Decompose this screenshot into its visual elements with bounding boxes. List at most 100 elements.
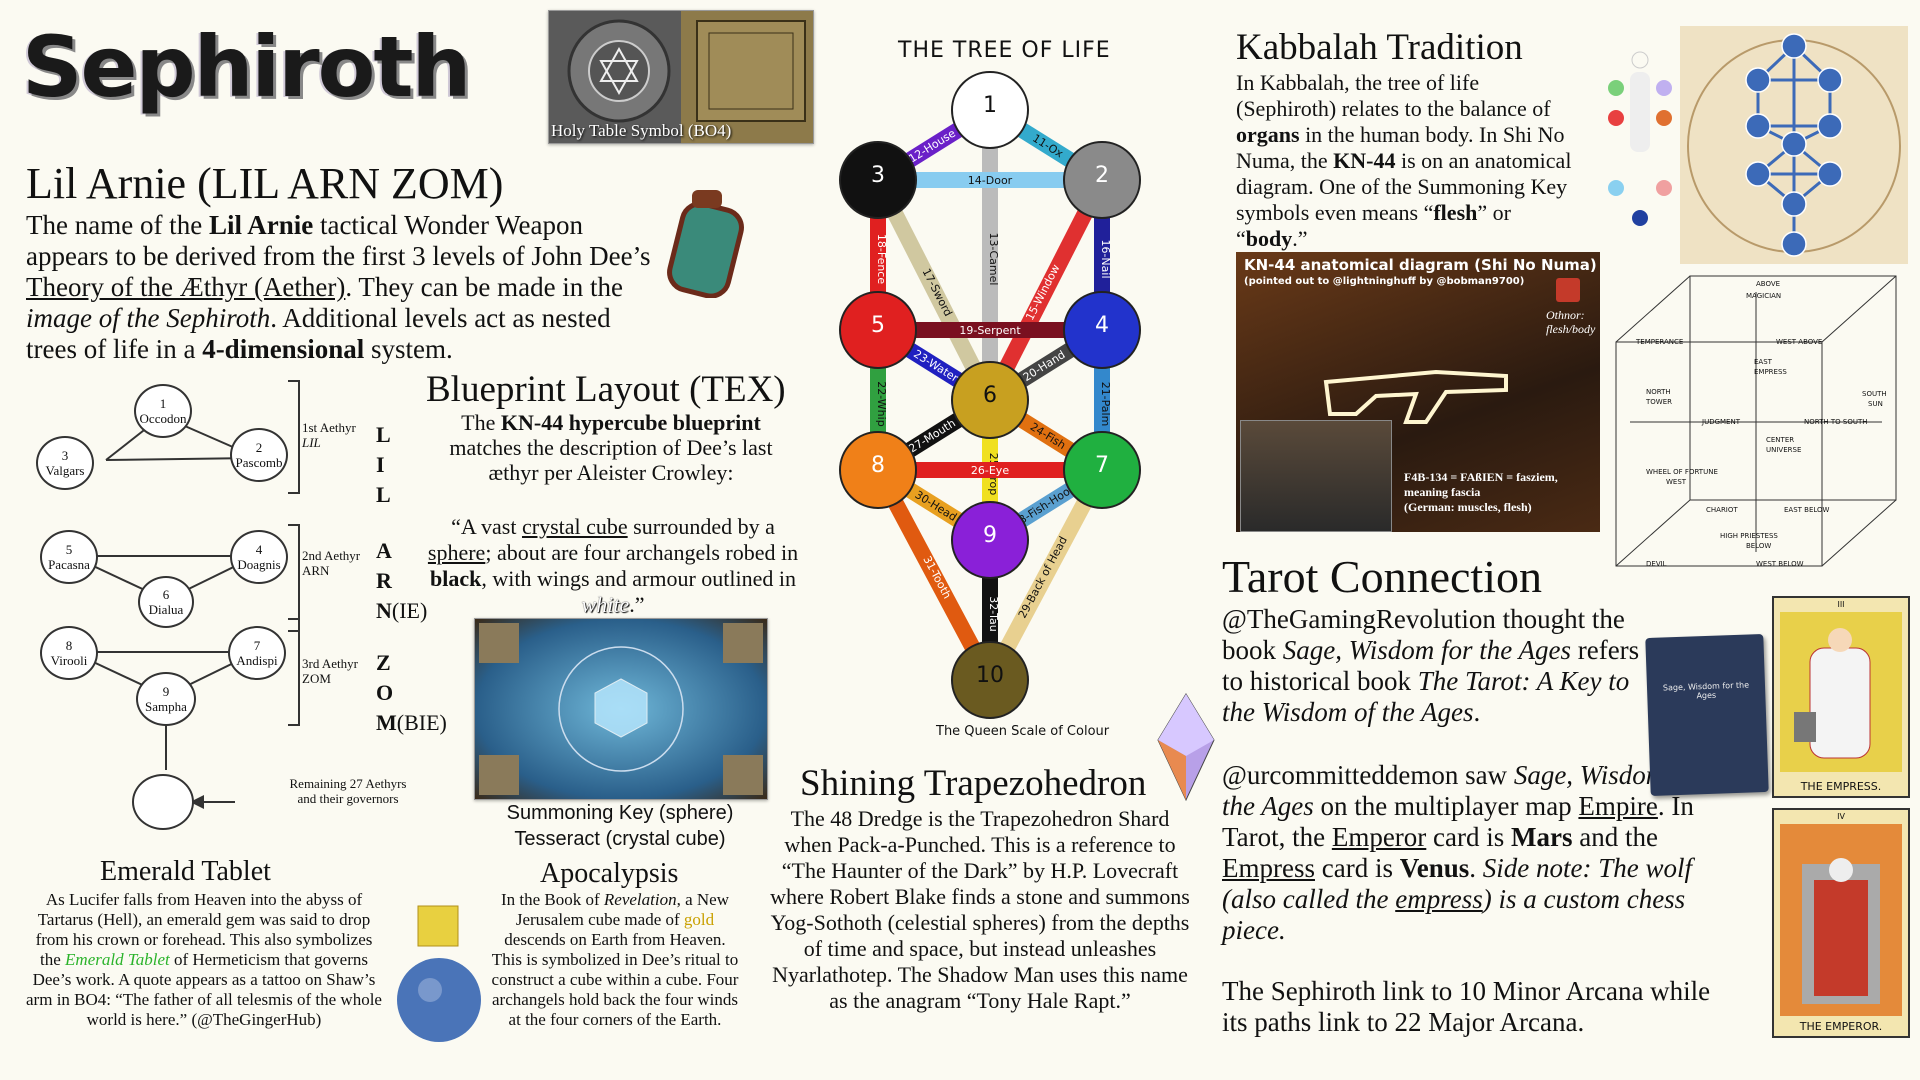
cube-label-high-priestess: HIGH PRIESTESS (1720, 532, 1778, 540)
emperor-figure-icon (1780, 824, 1902, 1016)
cube-label-sun: SUN (1868, 400, 1883, 408)
tree-path-label-12: 12-House (906, 127, 958, 166)
aethyr-circle-1: 1 Occodon (134, 384, 192, 438)
tree-path-label-20: 20-Hand (1021, 348, 1068, 384)
blueprint-caption: Summoning Key (sphere) Tesseract (crystal… (506, 802, 734, 850)
emerald-text: As Lucifer falls from Heaven into the ab… (26, 890, 382, 1029)
lil-arnie-weapon-image (666, 188, 748, 299)
cube-label-tower: TOWER (1646, 398, 1672, 406)
cube-label-wheel: WHEEL OF FORTUNE (1646, 468, 1718, 476)
sephirah-node-9 (951, 501, 1029, 579)
blueprint-quote: “A vast crystal cube surrounded by a sph… (427, 514, 799, 617)
cube-label-temperance: TEMPERANCE (1636, 338, 1684, 346)
sephirah-number-2: 2 (1095, 163, 1109, 188)
tree-path-15 (982, 176, 1110, 404)
sephirah-number-10: 10 (976, 663, 1004, 688)
vitruvian-node (1781, 191, 1807, 217)
cube-label-west-below: WEST BELOW (1756, 560, 1804, 568)
aethyr-level-3: 3rd Aethyr ZOM (302, 656, 358, 686)
tree-path-17 (870, 176, 998, 404)
tarot-text-1: @TheGamingRevolution thought the book Sa… (1222, 604, 1640, 727)
sephirah-node-3 (839, 141, 917, 219)
sephirah-number-3: 3 (871, 163, 885, 188)
cube-label-center: CENTER (1766, 436, 1795, 444)
tree-caption: The Queen Scale of Colour (936, 724, 1110, 739)
sephirah-number-7: 7 (1095, 453, 1109, 478)
aethyr-circle-8: 8 Virooli (40, 626, 98, 680)
cube-label-chariot: CHARIOT (1706, 506, 1738, 514)
kabbalah-text: In Kabbalah, the tree of life (Sephiroth… (1236, 70, 1572, 251)
vitruvian-node (1817, 161, 1843, 187)
blueprint-image (474, 618, 768, 800)
tarot-text-2: @urcommitteddemon saw Sage, Wisdom for t… (1222, 760, 1704, 945)
holy-table-image: Holy Table Symbol (BO4) (548, 10, 814, 144)
trapezohedron-heading: Shining Trapezohedron (800, 763, 1147, 804)
cube-label-north: NORTH (1646, 388, 1671, 396)
empress-figure-icon (1780, 612, 1902, 772)
tree-of-life-diagram: 11-Ox 12-House 13-Camel 14-Door 15-Window 16-… (820, 60, 1160, 740)
cube-label-empress: EMPRESS (1754, 368, 1787, 376)
tarot-cube-diagram: ABOVE MAGICIAN TEMPERANCE WEST ABOVE EAS… (1606, 272, 1906, 578)
sephirah-node-2 (1063, 141, 1141, 219)
sephirah-number-5: 5 (871, 313, 885, 338)
crystal-cube-icon (479, 623, 763, 795)
tree-path-label-32: 32-Tau (987, 596, 1000, 632)
apocalypsis-text: In the Book of Revelation, a New Jerusal… (491, 890, 739, 1029)
tree-path-label-14: 14-Door (968, 174, 1013, 187)
trapezohedron-text: The 48 Dredge is the Trapezohedron Shard… (770, 806, 1190, 1013)
aethyr-circle-3: 3 Valgars (36, 436, 94, 490)
sephirah-number-9: 9 (983, 523, 997, 548)
apocalypsis-heading: Apocalypsis (540, 858, 679, 889)
sephirah-node-1 (951, 71, 1029, 149)
tree-path-label-19: 19-Serpent (959, 324, 1021, 337)
sephirah-number-8: 8 (871, 453, 885, 478)
aethyr-diagram: 1 Occodon 2 Pascomb 3 Valgars 4 Doagnis 5 Pac… (30, 380, 450, 840)
cube-label-east-below: EAST BELOW (1784, 506, 1830, 514)
vitruvian-node (1781, 131, 1807, 157)
chakra-body-image (1600, 48, 1680, 238)
bracket-1 (288, 380, 300, 494)
aethyr-circle-4: 4 Doagnis (230, 530, 288, 584)
blueprint-text: The KN-44 hypercube blueprint matches th… (449, 410, 773, 485)
tree-path-31 (870, 466, 998, 684)
bracket-3 (288, 618, 300, 726)
tree-path-label-22: 22-Whip (875, 381, 888, 426)
empress-card: III THE EMPRESS. (1772, 596, 1910, 798)
aethyr-circle-2: 2 Pascomb (230, 428, 288, 482)
tree-path-label-26: 26-Eye (971, 464, 1009, 477)
cube-label-east: EAST (1754, 358, 1772, 366)
tarot-heading: Tarot Connection (1222, 551, 1542, 602)
vitruvian-node (1781, 231, 1807, 257)
tree-path-label-27: 27-Mouth (906, 417, 957, 456)
tree-path-label-13: 13-Camel (987, 233, 1000, 286)
sephirah-node-5 (839, 291, 917, 369)
cube-label-west-above: WEST ABOVE (1776, 338, 1823, 346)
vitruvian-node (1817, 113, 1843, 139)
sage-book-title: Sage, Wisdom for the Ages (1662, 680, 1750, 701)
cube-label-judgment: JUDGMENT (1702, 418, 1740, 426)
holy-table-symbol-icon (567, 19, 806, 123)
summoning-symbol-icon (1556, 278, 1580, 302)
page-title: Sephiroth (22, 18, 471, 116)
kn44-rifle-icon (1323, 369, 1508, 424)
kn44-inset-image (1240, 420, 1392, 532)
aethyr-circle-6: 6 Dialua (138, 576, 194, 628)
tree-path-label-16: 16-Nail (1099, 239, 1112, 278)
lil-arnie-text: The name of the Lil Arnie tactical Wonde… (26, 210, 651, 364)
tree-path-label-30: 30-Head (913, 488, 960, 524)
empress-card-number: III (1837, 600, 1845, 609)
cube-label-west: WEST (1666, 478, 1687, 486)
vitruvian-node (1745, 161, 1771, 187)
sage-book-image: Sage, Wisdom for the Ages (1645, 633, 1769, 797)
cube-label-north-to-south: NORTH TO SOUTH (1804, 418, 1868, 426)
vitruvian-node (1745, 67, 1771, 93)
cube-label-below: BELOW (1746, 542, 1772, 550)
vitruvian-node (1781, 33, 1807, 59)
lil-arnie-heading: Lil Arnie (LIL ARN ZOM) (26, 159, 504, 208)
aethyr-circle-5: 5 Pacasna (40, 530, 98, 584)
emerald-heading: Emerald Tablet (100, 856, 271, 887)
tree-path-29 (982, 466, 1110, 684)
holy-table-caption: Holy Table Symbol (BO4) (551, 121, 732, 140)
aethyr-circle-remaining (132, 774, 194, 830)
